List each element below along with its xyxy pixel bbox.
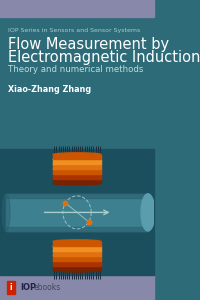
Ellipse shape bbox=[53, 264, 101, 267]
Bar bbox=[53, 159, 101, 164]
Bar bbox=[53, 246, 101, 251]
Bar bbox=[7, 281, 15, 294]
Text: IOP: IOP bbox=[20, 283, 36, 292]
Text: Electromagnetic Induction: Electromagnetic Induction bbox=[8, 50, 200, 65]
Ellipse shape bbox=[53, 254, 101, 258]
Ellipse shape bbox=[53, 244, 101, 248]
Bar bbox=[53, 178, 101, 183]
Bar bbox=[53, 256, 101, 261]
Ellipse shape bbox=[53, 249, 101, 253]
Bar bbox=[0, 149, 154, 275]
Text: Xiao-Zhang Zhang: Xiao-Zhang Zhang bbox=[8, 85, 92, 94]
Bar bbox=[53, 242, 101, 246]
Ellipse shape bbox=[53, 172, 101, 175]
Ellipse shape bbox=[53, 268, 101, 272]
Text: i: i bbox=[10, 283, 12, 292]
Text: Theory and numerical methods: Theory and numerical methods bbox=[8, 65, 144, 74]
Ellipse shape bbox=[141, 194, 155, 231]
Ellipse shape bbox=[53, 240, 101, 243]
Bar bbox=[53, 174, 101, 178]
Bar bbox=[53, 154, 101, 159]
Bar bbox=[0, 275, 154, 300]
Ellipse shape bbox=[2, 194, 10, 231]
Bar bbox=[53, 251, 101, 256]
Ellipse shape bbox=[53, 167, 101, 171]
Bar bbox=[53, 169, 101, 174]
Ellipse shape bbox=[53, 153, 101, 156]
Bar bbox=[6, 194, 148, 231]
Ellipse shape bbox=[53, 162, 101, 166]
Bar bbox=[0, 0, 154, 17]
Text: Flow Measurement by: Flow Measurement by bbox=[8, 37, 170, 52]
Text: IOP Series in Sensors and Sensor Systems: IOP Series in Sensors and Sensor Systems bbox=[8, 28, 141, 33]
Ellipse shape bbox=[53, 182, 101, 185]
Bar bbox=[53, 164, 101, 169]
Ellipse shape bbox=[53, 259, 101, 262]
Ellipse shape bbox=[53, 158, 101, 161]
Bar bbox=[53, 266, 101, 270]
Ellipse shape bbox=[53, 177, 101, 180]
Bar bbox=[53, 261, 101, 266]
Bar bbox=[6, 227, 148, 231]
Bar bbox=[6, 194, 148, 198]
Text: ebooks: ebooks bbox=[33, 283, 60, 292]
